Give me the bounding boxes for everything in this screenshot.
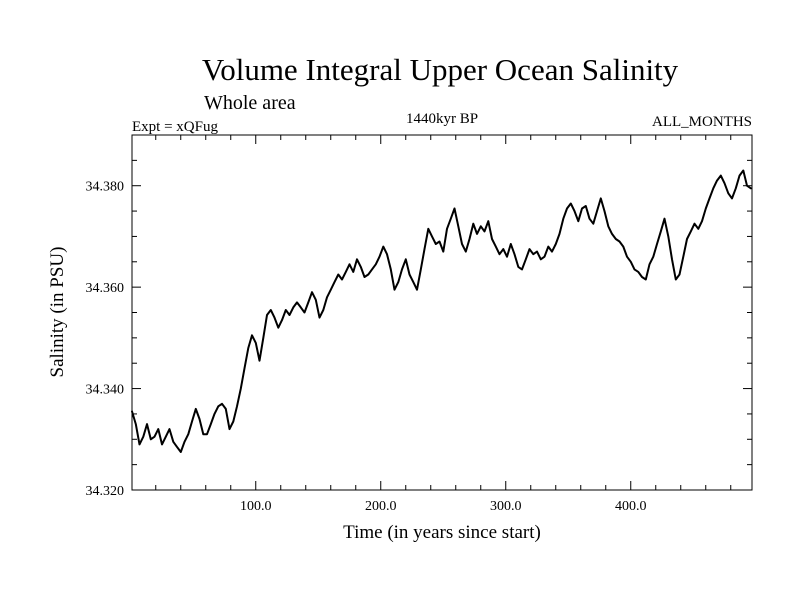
x-tick-label: 100.0 (240, 499, 272, 514)
chart-title: Volume Integral Upper Ocean Salinity (202, 52, 679, 87)
plot-frame (131, 134, 753, 491)
chart-subtitle: Whole area (204, 92, 296, 114)
x-axis: 100.0 200.0 300.0 400.0 (155, 135, 732, 514)
x-tick-label: 400.0 (615, 499, 647, 514)
x-tick-label: 200.0 (365, 499, 397, 514)
months-label: ALL_MONTHS (652, 114, 752, 130)
x-axis-label: Time (in years since start) (343, 522, 541, 543)
y-axis: 34.320 34.340 34.360 34.380 (86, 159, 752, 499)
x-tick-label: 300.0 (490, 499, 522, 514)
series-line-salinity (131, 169, 752, 453)
period-label: 1440kyr BP (406, 111, 478, 127)
experiment-label: Expt = xQFug (132, 119, 218, 135)
y-tick-label: 34.360 (86, 281, 125, 296)
y-tick-label: 34.380 (86, 180, 125, 195)
y-tick-label: 34.320 (86, 484, 125, 499)
y-axis-label: Salinity (in PSU) (47, 247, 68, 378)
series-group (131, 169, 752, 453)
y-tick-label: 34.340 (86, 383, 125, 398)
